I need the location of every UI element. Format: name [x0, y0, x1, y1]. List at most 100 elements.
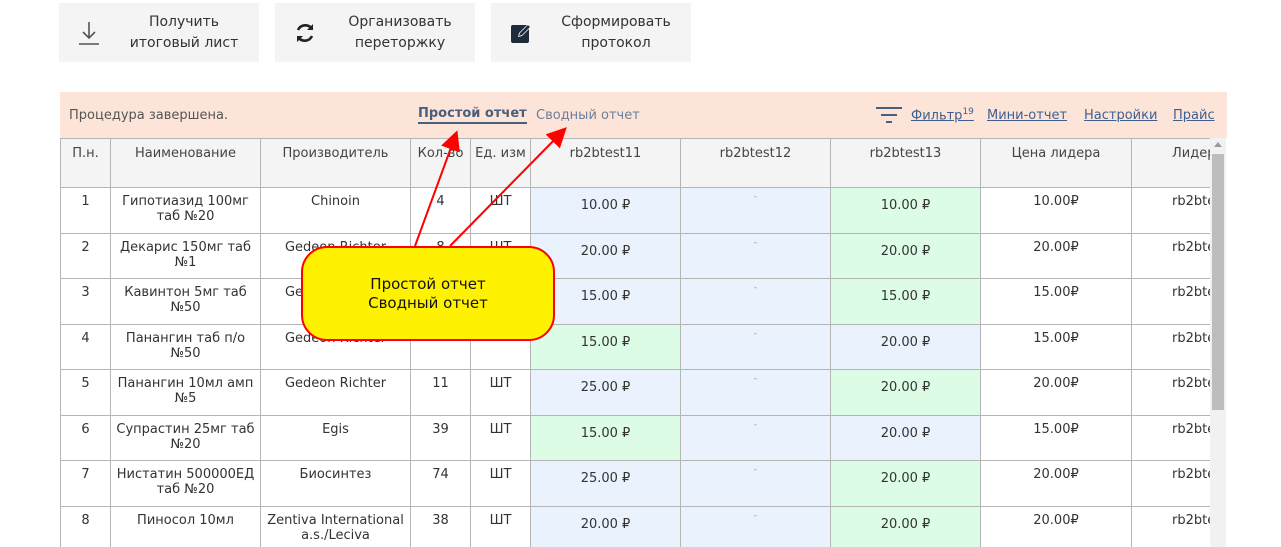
cell-lead-price: 15.00₽ — [980, 414, 1132, 461]
cell-name: Нистатин 500000ЕД таб №20 — [110, 460, 261, 507]
table-row: 7 Нистатин 500000ЕД таб №20 Биосинтез 74 ШТ 2… — [60, 460, 1210, 507]
cell-unit: ШТ — [470, 460, 531, 507]
results-table-wrapper: П.н. Наименование Производитель Кол-во Ед. и… — [60, 138, 1210, 547]
cell-name: Декарис 150мг таб №1 — [110, 232, 261, 279]
cell-qty: 11 — [410, 369, 471, 416]
results-table: П.н. Наименование Производитель Кол-во Ед. и… — [60, 138, 1210, 547]
cell-unit: ШТ — [470, 414, 531, 461]
column-header[interactable]: rb2btest11 — [530, 138, 681, 188]
tab-simple-report[interactable]: Простой отчет — [418, 106, 527, 124]
cell-maker: Gedeon Richter — [260, 369, 411, 416]
table-row: 8 Пиносол 10мл Zentiva International a.s./… — [60, 505, 1210, 547]
cell-n: 2 — [60, 232, 111, 279]
filter-count: 19 — [962, 106, 974, 117]
mini-report-link[interactable]: Мини-отчет — [987, 107, 1068, 123]
cell-qty: 39 — [410, 414, 471, 461]
download-icon — [59, 20, 119, 46]
cell-n: 4 — [60, 323, 111, 370]
form-protocol-label: Сформировать протокол — [561, 13, 671, 51]
cell-p13: 20.00 ₽ — [830, 323, 981, 370]
column-header[interactable]: Наименование — [110, 138, 261, 188]
cell-qty: 4 — [410, 187, 471, 234]
column-header[interactable]: Кол-во — [410, 138, 471, 188]
cell-p12: - — [680, 323, 831, 370]
cell-lead-price: 15.00₽ — [980, 278, 1132, 325]
vertical-scrollbar[interactable] — [1210, 138, 1226, 547]
cell-p11: 25.00 ₽ — [530, 460, 681, 507]
edit-icon — [491, 21, 551, 45]
cell-leader: rb2btest11 — [1131, 323, 1210, 370]
organize-rebid-label: Организовать переторжку — [348, 13, 452, 51]
column-header[interactable]: П.н. — [60, 138, 111, 188]
refresh-icon — [275, 21, 335, 45]
cell-name: Гипотиазид 100мг таб №20 — [110, 187, 261, 234]
cell-leader: rb2btest13 — [1131, 278, 1210, 325]
cell-maker: Биосинтез — [260, 460, 411, 507]
procedure-status: Процедура завершена. — [69, 107, 229, 123]
price-link[interactable]: Прайс — [1173, 107, 1215, 123]
settings-link[interactable]: Настройки — [1084, 107, 1158, 123]
cell-name: Супрастин 25мг таб №20 — [110, 414, 261, 461]
cell-leader: rb2btest13 — [1131, 369, 1210, 416]
cell-maker: Chinoin — [260, 187, 411, 234]
cell-p13: 20.00 ₽ — [830, 414, 981, 461]
column-header[interactable]: Цена лидера — [980, 138, 1132, 188]
cell-p12: - — [680, 278, 831, 325]
cell-name: Пиносол 10мл — [110, 505, 261, 547]
scroll-up-icon[interactable] — [1214, 142, 1222, 147]
get-summary-sheet-button[interactable]: Получить итоговый лист — [59, 3, 259, 62]
form-protocol-button[interactable]: Сформировать протокол — [491, 3, 691, 62]
callout-line-2: Сводный отчет — [368, 293, 488, 312]
cell-p13: 10.00 ₽ — [830, 187, 981, 234]
filter-link[interactable]: Фильтр19 — [911, 107, 974, 123]
cell-lead-price: 20.00₽ — [980, 232, 1132, 279]
table-row: 1 Гипотиазид 100мг таб №20 Chinoin 4 ШТ 10.00… — [60, 187, 1210, 234]
cell-leader: rb2btest13 — [1131, 232, 1210, 279]
cell-leader: rb2btest11 — [1131, 414, 1210, 461]
column-header[interactable]: Ед. изм — [470, 138, 531, 188]
tab-summary-report[interactable]: Сводный отчет — [536, 107, 640, 123]
cell-leader: rb2btest13 — [1131, 505, 1210, 547]
table-row: 6 Супрастин 25мг таб №20 Egis 39 ШТ 15.00 ₽ -2… — [60, 414, 1210, 461]
cell-p13: 20.00 ₽ — [830, 505, 981, 547]
cell-unit: ШТ — [470, 369, 531, 416]
cell-p11: 15.00 ₽ — [530, 414, 681, 461]
callout-line-1: Простой отчет — [370, 274, 486, 293]
cell-p13: 20.00 ₽ — [830, 460, 981, 507]
organize-rebid-button[interactable]: Организовать переторжку — [275, 3, 475, 62]
scrollbar-thumb[interactable] — [1212, 154, 1224, 410]
column-header[interactable]: Производитель — [260, 138, 411, 188]
cell-p11: 15.00 ₽ — [530, 278, 681, 325]
cell-unit: ШТ — [470, 505, 531, 547]
column-header[interactable]: rb2btest13 — [830, 138, 981, 188]
cell-leader: rb2btest13 — [1131, 187, 1210, 234]
cell-lead-price: 20.00₽ — [980, 369, 1132, 416]
cell-n: 7 — [60, 460, 111, 507]
cell-p13: 20.00 ₽ — [830, 232, 981, 279]
filter-icon[interactable] — [876, 106, 902, 128]
cell-p11: 20.00 ₽ — [530, 505, 681, 547]
cell-p12: - — [680, 369, 831, 416]
annotation-callout: Простой отчет Сводный отчет — [301, 246, 555, 341]
column-header[interactable]: rb2btest12 — [680, 138, 831, 188]
cell-n: 6 — [60, 414, 111, 461]
table-row: 5 Панангин 10мл амп №5 Gedeon Richter 11 ШТ 2… — [60, 369, 1210, 416]
cell-name: Кавинтон 5мг таб №50 — [110, 278, 261, 325]
cell-lead-price: 20.00₽ — [980, 505, 1132, 547]
cell-p11: 10.00 ₽ — [530, 187, 681, 234]
cell-lead-price: 20.00₽ — [980, 460, 1132, 507]
cell-p11: 25.00 ₽ — [530, 369, 681, 416]
get-summary-sheet-label: Получить итоговый лист — [129, 13, 239, 51]
cell-p12: - — [680, 232, 831, 279]
filter-label: Фильтр — [911, 108, 963, 124]
cell-unit: ШТ — [470, 187, 531, 234]
cell-maker: Zentiva International a.s./Leciva — [260, 505, 411, 547]
cell-maker: Egis — [260, 414, 411, 461]
cell-p12: - — [680, 414, 831, 461]
column-header[interactable]: Лидер — [1131, 138, 1210, 188]
cell-n: 3 — [60, 278, 111, 325]
cell-leader: rb2btest13 — [1131, 460, 1210, 507]
